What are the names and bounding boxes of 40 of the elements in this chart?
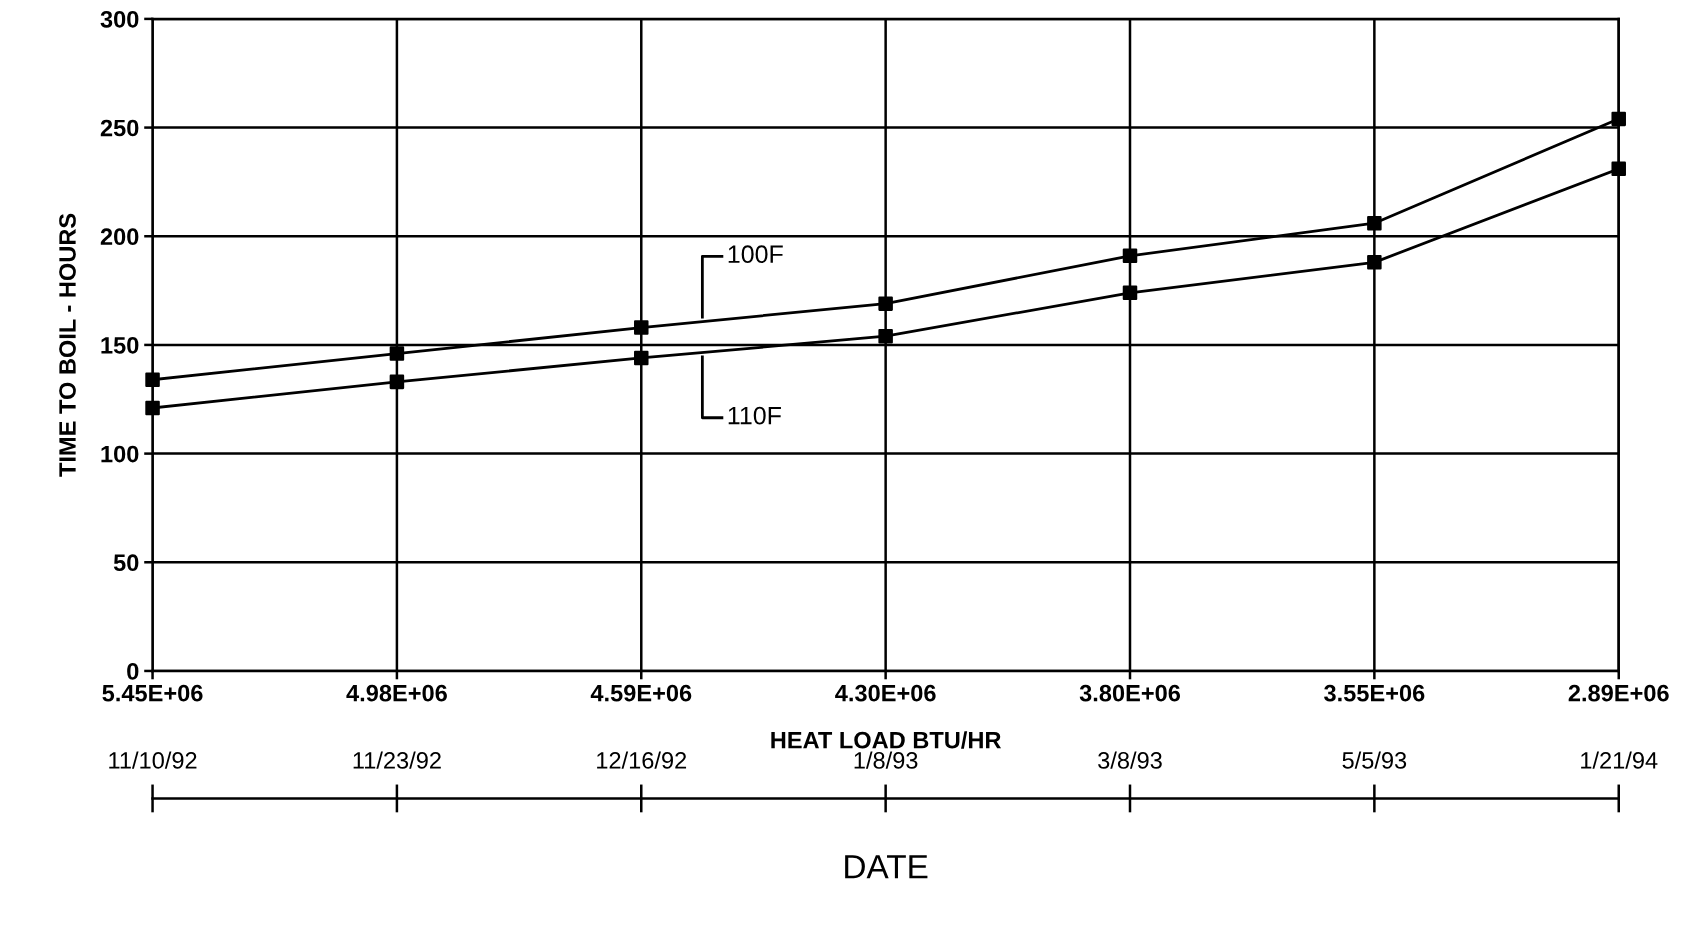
y-axis-title: TIME TO BOIL - HOURS <box>59 213 76 477</box>
x-tick-label: 5.45E+06 <box>102 684 203 702</box>
annotation: 1/21/94 <box>1581 751 1658 769</box>
annotation: 11/10/92 <box>109 751 197 769</box>
point <box>1611 161 1626 177</box>
point <box>1367 215 1382 231</box>
x-tick-label: 4.59E+06 <box>590 684 692 702</box>
annotation: 12/16/92 <box>597 751 687 769</box>
point <box>634 320 649 335</box>
x-axis-title: HEAT LOAD BTU/HR <box>771 731 1002 749</box>
x-tick-label: 4.30E+06 <box>835 684 936 702</box>
y-tick-label: 150 <box>101 336 139 354</box>
y-tick-label: 0 <box>127 663 139 680</box>
x2-axis-title: DATE <box>845 855 928 879</box>
point <box>878 328 893 344</box>
point <box>1611 111 1626 127</box>
point <box>145 400 160 416</box>
x-tick-label: 3.80E+06 <box>1079 684 1181 702</box>
point <box>389 374 405 390</box>
point <box>1122 285 1138 301</box>
text: 110F <box>728 406 781 425</box>
x-tick-label: 4.98E+06 <box>346 684 447 702</box>
y-tick-label: 50 <box>113 554 139 572</box>
y-tick-label: 200 <box>100 228 139 246</box>
y-tick-label: 250 <box>100 119 139 137</box>
y-tick-label: 300 <box>100 10 139 28</box>
point <box>634 350 649 366</box>
x-tick-label: 2.89E+06 <box>1568 684 1669 702</box>
point <box>878 296 893 311</box>
point <box>1367 255 1382 270</box>
annotation: 11/23/92 <box>353 751 441 769</box>
point <box>145 372 160 387</box>
annotation: 3/8/93 <box>1098 751 1162 769</box>
point <box>1122 248 1138 264</box>
annotation: 1/8/93 <box>854 751 918 769</box>
annotation: 5/5/93 <box>1342 751 1407 769</box>
x-tick-label: 3.55E+06 <box>1324 684 1425 702</box>
text: 100F <box>728 245 783 264</box>
point <box>389 346 405 361</box>
y-tick-label: 100 <box>101 445 139 463</box>
